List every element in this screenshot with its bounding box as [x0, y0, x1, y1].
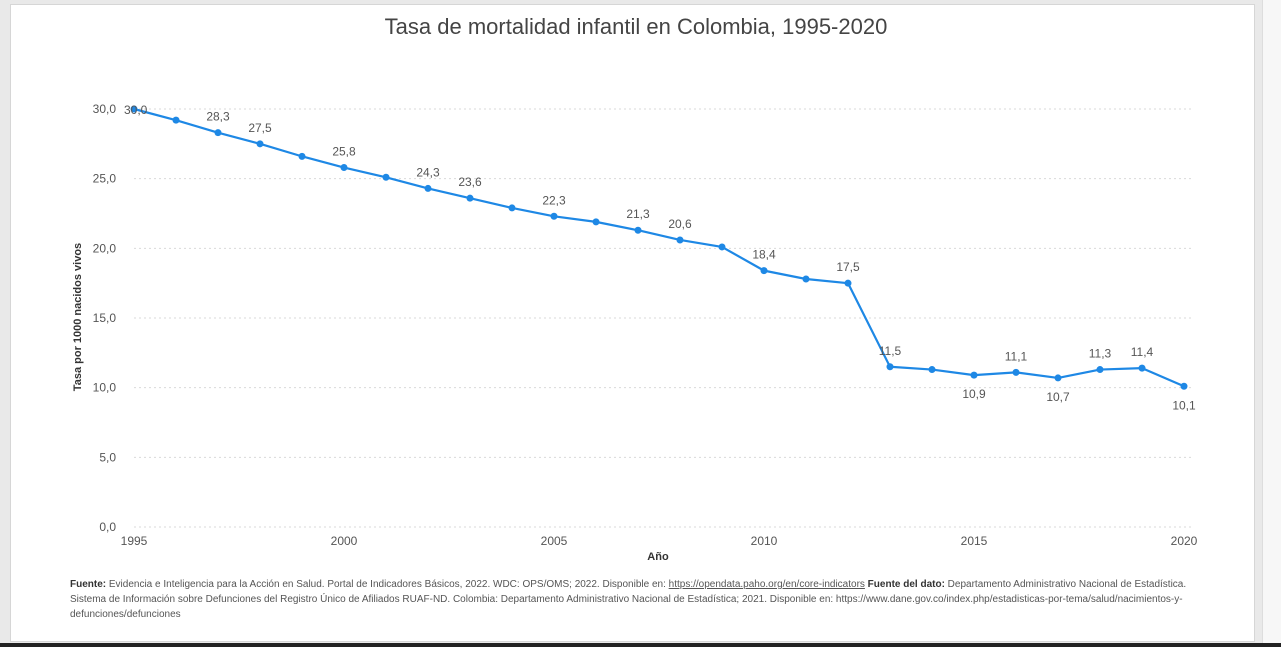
- data-label: 21,3: [626, 207, 650, 221]
- scrollbar[interactable]: [1262, 0, 1281, 647]
- data-label: 17,5: [836, 260, 860, 274]
- data-label: 11,3: [1089, 347, 1112, 361]
- x-tick-label: 2000: [331, 534, 358, 548]
- x-tick-label: 2010: [751, 534, 778, 548]
- data-label: 11,5: [879, 344, 902, 358]
- y-tick-label: 10,0: [93, 381, 117, 395]
- data-point: [214, 129, 222, 137]
- data-label: 10,9: [962, 387, 986, 401]
- x-tick-label: 1995: [121, 534, 148, 548]
- series-line: [133, 107, 1185, 388]
- data-point: [256, 140, 264, 148]
- data-label: 18,4: [752, 248, 776, 262]
- y-tick-label: 15,0: [93, 311, 117, 325]
- grid: [134, 108, 1194, 528]
- data-labels: 30,0 28,3 27,5 25,8 24,3 23,6 22,3 21,3 20,6 18,4…: [124, 103, 1196, 412]
- data-point: [1096, 366, 1104, 374]
- fuente-label: Fuente:: [70, 579, 107, 590]
- y-tick-label: 0,0: [99, 520, 116, 534]
- data-label: 22,3: [542, 193, 566, 207]
- data-label: 28,3: [206, 110, 230, 124]
- data-label: 30,0: [124, 103, 148, 117]
- data-point: [634, 226, 642, 234]
- fuente-link[interactable]: https://opendata.paho.org/en/core-indica…: [668, 579, 865, 590]
- x-axis-ticks: 1995 2000 2005 2010 2015 2020: [121, 534, 1198, 548]
- data-label: 25,8: [332, 145, 356, 159]
- bottom-border: [0, 643, 1281, 647]
- data-point: [760, 267, 768, 275]
- data-label: 24,3: [416, 165, 440, 179]
- data-label: 20,6: [668, 217, 692, 231]
- chart-panel: [10, 4, 1255, 642]
- data-point: [718, 243, 726, 251]
- data-label: 27,5: [248, 121, 272, 135]
- x-axis-title: Año: [647, 551, 669, 563]
- chart-title: Tasa de mortalidad infantil en Colombia,…: [385, 14, 888, 39]
- data-point: [802, 275, 810, 283]
- data-label: 11,4: [1131, 345, 1154, 359]
- data-point: [130, 105, 138, 113]
- dato-text: Departamento Administrativo Nacional de …: [70, 579, 1187, 620]
- x-tick-label: 2020: [1171, 534, 1198, 548]
- y-axis-ticks: 0,0 5,0 10,0 15,0 20,0 25,0 30,0: [93, 102, 117, 534]
- dato-label: Fuente del dato:: [864, 579, 945, 590]
- x-tick-label: 2015: [961, 534, 988, 548]
- y-tick-label: 20,0: [93, 241, 117, 255]
- y-tick-label: 30,0: [93, 102, 117, 116]
- data-point: [424, 184, 432, 192]
- data-point: [928, 366, 936, 374]
- data-point: [844, 279, 852, 287]
- data-point: [1054, 374, 1062, 382]
- y-axis-title: Tasa por 1000 nacidos vivos: [72, 243, 84, 391]
- data-label: 23,6: [458, 175, 482, 189]
- data-point: [970, 371, 978, 379]
- data-point: [382, 173, 390, 181]
- data-label: 10,1: [1172, 398, 1196, 412]
- data-point: [550, 212, 558, 220]
- y-tick-label: 25,0: [93, 172, 117, 186]
- y-tick-label: 5,0: [99, 450, 116, 464]
- data-point: [1138, 364, 1146, 372]
- data-point: [1012, 368, 1020, 376]
- series-group: [130, 105, 1188, 390]
- data-point: [298, 152, 306, 160]
- data-point: [172, 116, 180, 124]
- source-footer: Fuente: Evidencia e Inteligencia para la…: [70, 577, 1190, 622]
- data-label: 11,1: [1005, 349, 1028, 363]
- data-point: [466, 194, 474, 202]
- fuente-text: Evidencia e Inteligencia para la Acción …: [106, 579, 669, 590]
- data-point: [676, 236, 684, 244]
- data-point: [1180, 382, 1188, 390]
- data-point: [886, 363, 894, 371]
- data-label: 10,7: [1046, 390, 1070, 404]
- data-point: [340, 164, 348, 172]
- x-tick-label: 2005: [541, 534, 568, 548]
- data-point: [508, 204, 516, 212]
- data-point: [592, 218, 600, 226]
